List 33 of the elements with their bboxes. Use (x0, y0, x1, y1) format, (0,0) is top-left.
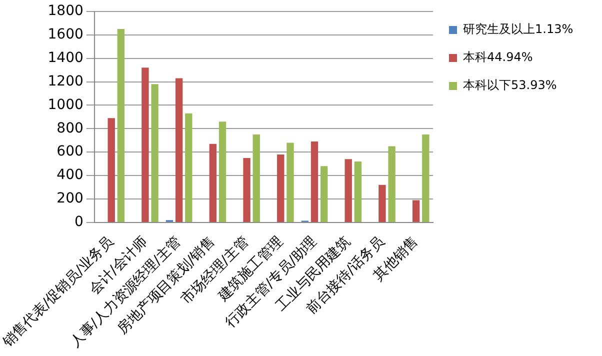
y-tick-label: 1000 (48, 96, 84, 113)
bar (286, 142, 294, 222)
bar (151, 84, 158, 222)
bar (378, 184, 386, 222)
bar (185, 113, 192, 222)
bar (277, 154, 284, 222)
y-tick-label: 1200 (48, 73, 84, 90)
bar (252, 134, 260, 222)
bar (117, 28, 125, 222)
bar (175, 78, 183, 222)
bar (320, 166, 328, 222)
y-tick-label: 1800 (48, 3, 84, 20)
y-tick-label: 1400 (48, 50, 84, 66)
legend-label: 研究生及以上1.13% (463, 22, 574, 36)
bar (142, 68, 149, 222)
y-tick-label: 1600 (48, 26, 84, 42)
y-tick-label: 200 (56, 190, 84, 207)
y-tick-label: 400 (56, 167, 84, 184)
bar (310, 142, 318, 222)
y-tick-label: 600 (56, 144, 84, 160)
bar (388, 146, 396, 222)
y-tick-label: 0 (74, 214, 84, 230)
legend-label: 本科44.94% (463, 50, 533, 64)
bar (243, 158, 250, 222)
legend-label: 本科以下53.93% (463, 78, 557, 92)
bar (218, 122, 226, 222)
bar (344, 159, 352, 222)
bar (422, 134, 430, 222)
bar (108, 118, 115, 222)
bar (209, 144, 217, 222)
y-tick-label: 800 (56, 120, 84, 136)
bar (412, 200, 420, 222)
bar (354, 161, 362, 222)
